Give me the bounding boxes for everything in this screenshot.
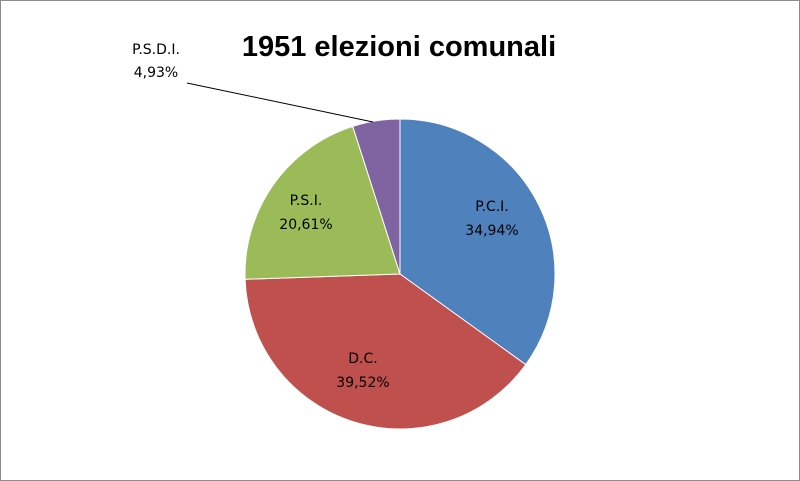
data-label-name: P.S.D.I. (132, 42, 180, 58)
data-label-value: 39,52% (336, 375, 389, 391)
data-label-value: 4,93% (134, 65, 178, 81)
pie-slice-pci (399, 118, 556, 366)
pie-slice-psdi (352, 118, 401, 275)
chart-title: 1951 elezioni comunali (242, 31, 556, 63)
leader-line (186, 82, 374, 123)
data-labels: P.C.I. 34,94% D.C. 39,52% P.S.I. 20,61% P.S.D.… (132, 42, 519, 391)
data-label-value: 20,61% (279, 217, 332, 233)
pie-slice-psi (244, 125, 401, 280)
data-label-name: P.C.I. (475, 199, 509, 215)
pie-slice-dc (244, 273, 527, 430)
pie-slices (244, 118, 556, 430)
data-label-name: P.S.I. (290, 193, 323, 209)
data-label-name: D.C. (348, 351, 377, 367)
data-label-value: 34,94% (465, 223, 518, 239)
